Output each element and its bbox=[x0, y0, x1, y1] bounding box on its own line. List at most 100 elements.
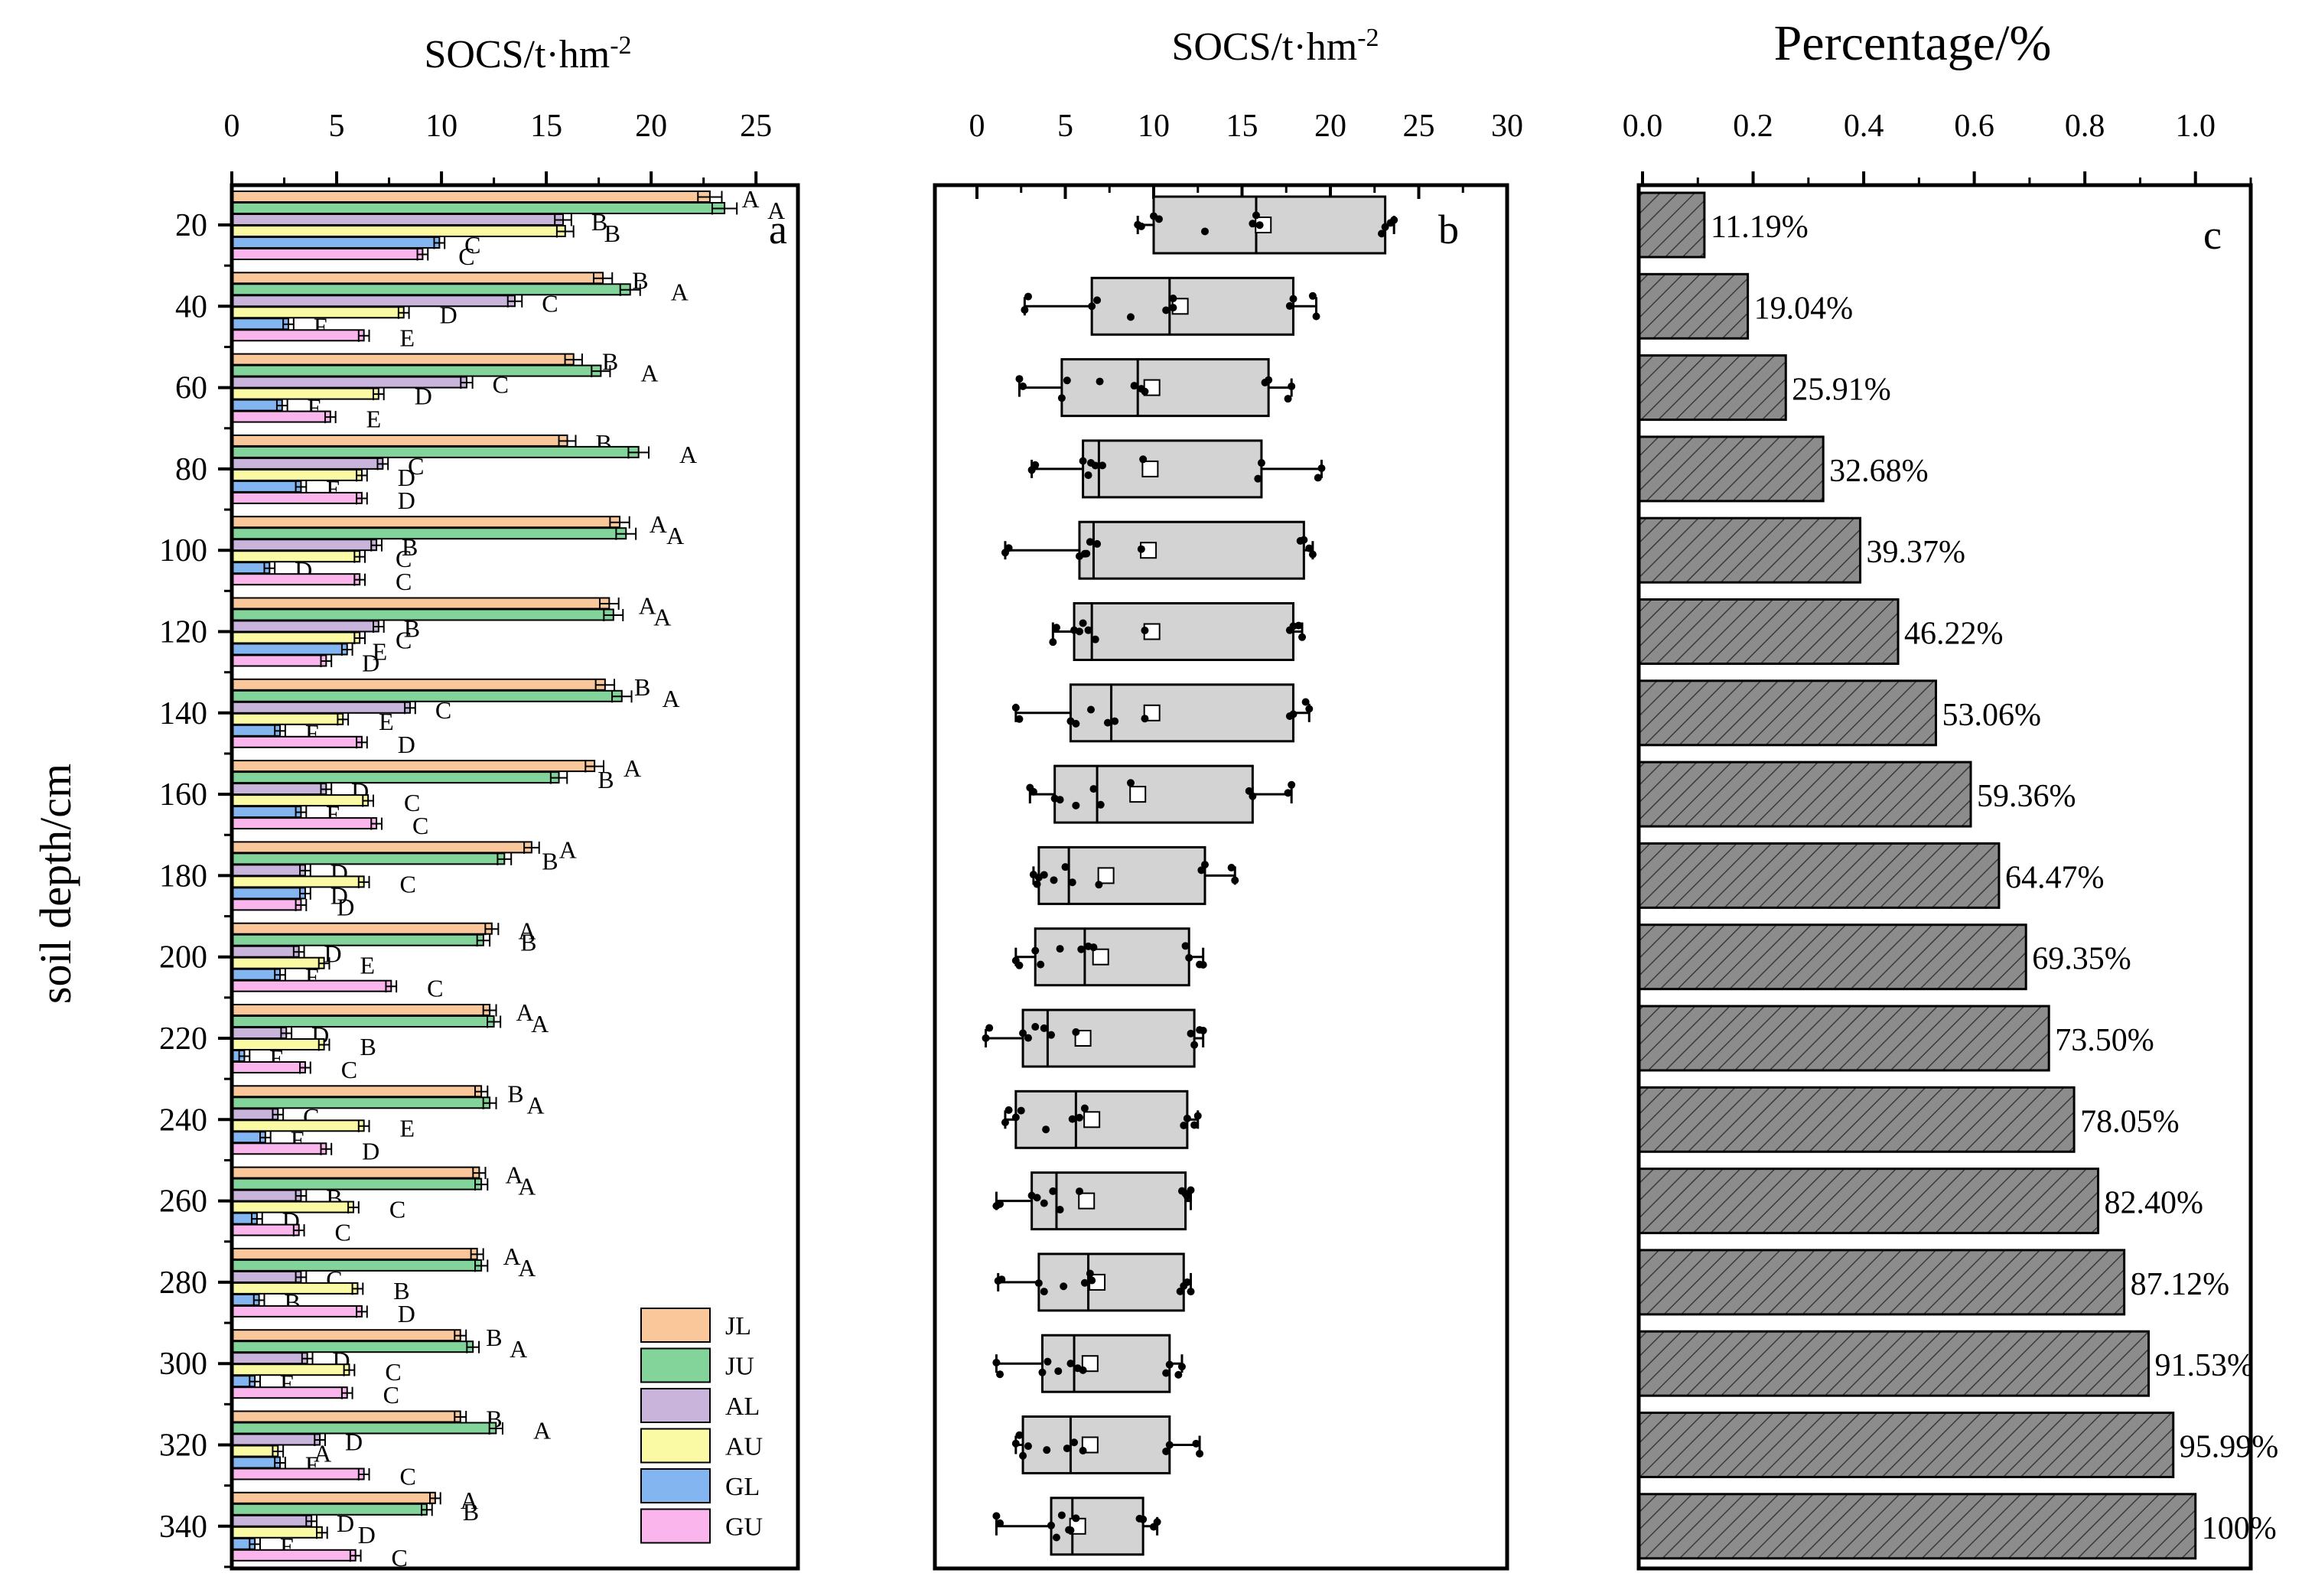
panel-b-box bbox=[1031, 1171, 1187, 1231]
panel-b-data-point bbox=[1183, 1114, 1191, 1122]
panel-b-data-point bbox=[1252, 211, 1260, 220]
panel-b-data-point bbox=[1047, 1521, 1056, 1529]
panel-a-sig-letter: C bbox=[408, 452, 424, 480]
panel-b-data-point bbox=[1001, 1119, 1009, 1127]
panel-a-sig-letter: D bbox=[440, 301, 457, 328]
panel-a-y-tick-label: 320 bbox=[159, 1428, 207, 1464]
panel-a-sig-letter: B bbox=[486, 1324, 502, 1351]
panel-a-sig-letter: D bbox=[398, 487, 415, 514]
panel-b-data-point bbox=[1174, 1370, 1183, 1379]
panel-b-data-point bbox=[1103, 718, 1112, 727]
panel-c-bar-label: 87.12% bbox=[2131, 1267, 2230, 1302]
panel-b-data-point bbox=[1086, 538, 1094, 546]
panel-b-data-point bbox=[1227, 864, 1236, 872]
panel-a-sig-letter: A bbox=[671, 278, 689, 305]
panel-a-bar bbox=[231, 654, 327, 667]
panel-b-data-point bbox=[1070, 1438, 1079, 1447]
panel-c-bar bbox=[1637, 1249, 2126, 1316]
panel-b-data-point bbox=[1200, 227, 1209, 236]
panel-b-box bbox=[1053, 764, 1254, 824]
panel-c-x-tick-label: 0.0 bbox=[1623, 109, 1663, 144]
panel-a-y-tick-label: 300 bbox=[159, 1347, 207, 1382]
panel-c-x-tick-label: 1.0 bbox=[2175, 109, 2216, 144]
panel-b-data-point bbox=[1019, 1451, 1027, 1460]
panel-a-sig-letter: D bbox=[337, 893, 354, 920]
panel-a-sig-letter: A bbox=[653, 604, 671, 631]
panel-c-bar bbox=[1637, 1005, 2050, 1072]
panel-b-data-point bbox=[1187, 1029, 1195, 1037]
panel-c-bar bbox=[1637, 842, 2001, 909]
panel-b-data-point bbox=[1056, 796, 1064, 804]
panel-b-box bbox=[1037, 1252, 1185, 1312]
panel-a-sig-letter: C bbox=[400, 1463, 416, 1490]
panel-b-data-point bbox=[1042, 1125, 1050, 1134]
panel-b-data-point bbox=[1075, 627, 1083, 636]
panel-a-bar bbox=[231, 1085, 483, 1098]
panel-b-data-point bbox=[1068, 1115, 1076, 1123]
panel-b-data-point bbox=[1298, 633, 1307, 641]
panel-a-sig-letter: D bbox=[398, 464, 415, 491]
legend-label-al: AL bbox=[725, 1392, 760, 1421]
panel-c-bar-label: 100% bbox=[2202, 1511, 2277, 1546]
panel-a-bar bbox=[231, 527, 627, 540]
panel-a-sig-letter: A bbox=[666, 522, 684, 549]
panel-b-data-point bbox=[1050, 876, 1058, 884]
panel-b-data-point bbox=[1187, 1186, 1195, 1194]
panel-a-sig-letter: D bbox=[337, 1510, 354, 1537]
panel-a-sig-letter: A bbox=[510, 1335, 527, 1363]
panel-c-bar bbox=[1637, 598, 1900, 665]
panel-b-data-point bbox=[1301, 698, 1310, 706]
panel-b-box bbox=[1078, 520, 1305, 580]
panel-b-mean-marker bbox=[1074, 1030, 1092, 1047]
panel-a-bar bbox=[231, 643, 348, 656]
panel-b-data-point bbox=[1257, 459, 1265, 467]
panel-a-bar bbox=[231, 631, 361, 644]
panel-b-data-point bbox=[1029, 787, 1037, 796]
panel-b-data-point bbox=[1111, 717, 1119, 725]
panel-a-sig-letter: C bbox=[396, 568, 412, 595]
panel-c-bar-label: 19.04% bbox=[1754, 291, 1854, 326]
panel-c-frame bbox=[1636, 183, 2253, 1571]
panel-a-bar bbox=[231, 922, 493, 935]
panel-b-data-point bbox=[1049, 1187, 1057, 1195]
panel-b-data-point bbox=[1011, 1439, 1020, 1448]
panel-a-sig-letter: C bbox=[385, 1358, 401, 1386]
panel-a-sig-letter: D bbox=[345, 1428, 363, 1456]
panel-a-bar bbox=[231, 573, 361, 586]
panel-b-mean-marker bbox=[1097, 867, 1115, 884]
panel-b-data-point bbox=[1060, 1282, 1068, 1291]
panel-a-bar bbox=[231, 1526, 323, 1539]
panel-a-sig-letter: A bbox=[559, 835, 577, 863]
panel-b-data-point bbox=[1137, 545, 1145, 553]
panel-b-data-point bbox=[1093, 296, 1102, 305]
panel-b-mean-marker bbox=[1083, 1111, 1101, 1129]
panel-a-y-tick-label: 140 bbox=[159, 696, 207, 731]
panel-a-bar bbox=[231, 841, 532, 854]
panel-a-bar bbox=[231, 213, 565, 226]
panel-b-data-point bbox=[1024, 1034, 1032, 1042]
panel-b-data-point bbox=[1289, 295, 1298, 303]
panel-b-data-point bbox=[1183, 1278, 1191, 1286]
panel-b-data-point bbox=[1199, 960, 1207, 969]
panel-a-y-tick-label: 160 bbox=[159, 777, 207, 813]
panel-a-sig-letter: A bbox=[518, 917, 536, 945]
panel-c: Percentage/% 0.0 0.2 0.4 0.6 0.8 1.0 11.19% 19… bbox=[1623, 15, 2278, 1571]
panel-a-bar bbox=[231, 491, 363, 504]
panel-b-data-point bbox=[1063, 1445, 1071, 1453]
panel-a-sig-letter: D bbox=[330, 881, 348, 909]
panel-b-data-point bbox=[1072, 801, 1080, 809]
panel-b-data-point bbox=[996, 1519, 1004, 1527]
panel-c-bar bbox=[1637, 1086, 2076, 1153]
panel-b-data-point bbox=[1249, 220, 1257, 228]
panel-a-bar bbox=[231, 191, 711, 203]
panel-a-sig-letter: B bbox=[602, 348, 618, 376]
panel-c-bar bbox=[1637, 516, 1862, 584]
panel-a-sig-letter: A bbox=[640, 360, 658, 387]
panel-b-data-point bbox=[1169, 295, 1177, 303]
panel-a-frame bbox=[230, 183, 800, 1571]
panel-b-data-point bbox=[1300, 536, 1308, 544]
panel-b-data-point bbox=[1308, 292, 1317, 300]
panel-b-data-point bbox=[1165, 1360, 1174, 1369]
panel-c-bar-label: 59.36% bbox=[1977, 779, 2076, 814]
panel-b-letter: b bbox=[1438, 207, 1459, 252]
